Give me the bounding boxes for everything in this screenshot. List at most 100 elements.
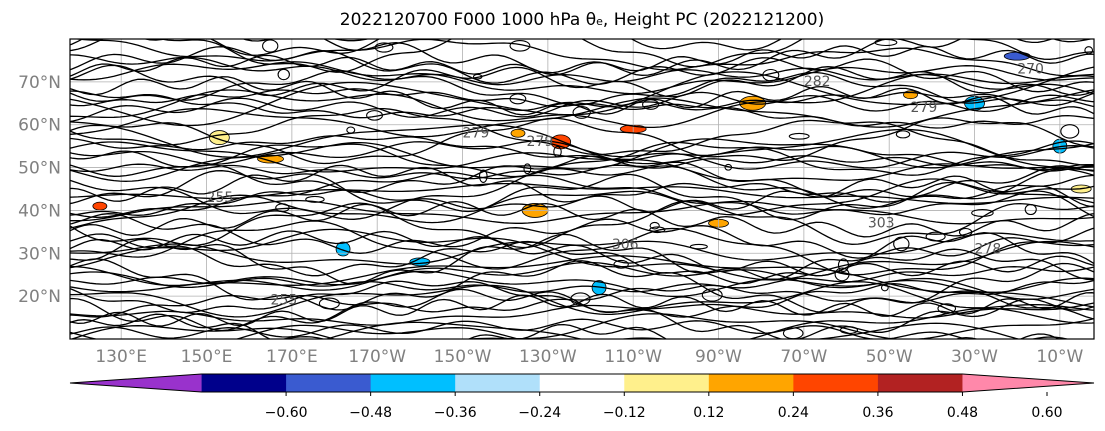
closed-contour bbox=[374, 42, 394, 53]
colorbar-segment bbox=[370, 374, 456, 392]
height-contour bbox=[70, 174, 1094, 216]
closed-contour bbox=[509, 93, 527, 105]
closed-contour bbox=[834, 267, 850, 282]
closed-contour bbox=[472, 73, 483, 80]
closed-contour bbox=[262, 39, 279, 53]
closed-contour bbox=[553, 146, 562, 158]
longitude-tick-label: 170°W bbox=[348, 347, 406, 367]
height-contour bbox=[70, 288, 1094, 339]
height-contour bbox=[70, 230, 1094, 277]
colorbar-tick-label: 0.48 bbox=[947, 405, 978, 421]
height-contour bbox=[70, 182, 1094, 205]
closed-contour bbox=[275, 203, 290, 213]
closed-contour bbox=[642, 99, 660, 110]
height-contour bbox=[70, 141, 1094, 182]
map-title: 2022120700 F000 1000 hPa θe, Height PC (… bbox=[70, 10, 1094, 30]
longitude-tick-label: 150°E bbox=[181, 347, 233, 367]
closed-contour bbox=[971, 208, 994, 217]
height-contour bbox=[70, 150, 1094, 198]
colorbar-segment bbox=[201, 374, 287, 392]
colorbar-tick-label: 0.12 bbox=[693, 405, 724, 421]
latitude-tick-label: 70°N bbox=[18, 73, 61, 93]
height-contour bbox=[70, 178, 1094, 229]
height-contour bbox=[209, 39, 1094, 56]
closed-contour bbox=[305, 195, 325, 203]
longitude-tick-label: 50°W bbox=[866, 347, 913, 367]
height-contour bbox=[70, 233, 1094, 285]
contour-value-label: 306 bbox=[612, 237, 639, 253]
height-contour bbox=[70, 138, 1094, 182]
contour-label-layer: 255 279 282 279 270 303 306 278 255 279 bbox=[207, 61, 1044, 308]
latitude-labels: 70°N 60°N 50°N 40°N 30°N 20°N bbox=[18, 73, 61, 307]
height-contour bbox=[70, 171, 1094, 218]
closed-contour bbox=[1084, 46, 1094, 55]
contour-value-label: 279 bbox=[911, 100, 938, 116]
height-contour bbox=[70, 266, 1094, 293]
map-frame bbox=[69, 38, 1095, 340]
latitude-tick-label: 60°N bbox=[18, 116, 61, 136]
shading-patch bbox=[335, 241, 351, 257]
height-contour bbox=[70, 140, 1094, 178]
longitude-tick-label: 150°W bbox=[434, 347, 492, 367]
height-contour bbox=[70, 117, 1094, 165]
colorbar: −0.60 −0.48 −0.36 −0.24 −0.12 0.12 0.24 0.36 0.4… bbox=[69, 373, 1095, 421]
colorbar-segment bbox=[455, 374, 541, 392]
closed-contour bbox=[724, 163, 733, 171]
closed-contour bbox=[762, 68, 780, 82]
latitude-tick-label: 20°N bbox=[18, 287, 61, 307]
closed-contour bbox=[1060, 124, 1080, 139]
closed-contour bbox=[701, 288, 723, 302]
contour-value-label: 279 bbox=[463, 126, 490, 142]
closed-contour bbox=[649, 221, 660, 230]
height-contour bbox=[70, 135, 1094, 172]
closed-contour bbox=[689, 243, 708, 250]
height-contour bbox=[70, 220, 1094, 276]
height-contour bbox=[73, 39, 1094, 77]
closed-contour bbox=[318, 297, 340, 310]
contour-value-label: 255 bbox=[271, 293, 298, 309]
closed-contour bbox=[366, 110, 383, 121]
contour-value-label: 255 bbox=[207, 190, 234, 206]
shading-patch bbox=[92, 201, 108, 211]
height-contour bbox=[70, 45, 1094, 77]
contour-value-label: 282 bbox=[804, 74, 831, 90]
colorbar-segment bbox=[877, 374, 963, 392]
closed-contour bbox=[925, 231, 946, 242]
longitude-tick-label: 130°W bbox=[519, 347, 577, 367]
height-contour bbox=[234, 307, 1094, 339]
height-contour bbox=[70, 321, 1021, 339]
closed-contour bbox=[613, 259, 629, 269]
closed-contour bbox=[788, 132, 810, 140]
height-contour bbox=[70, 232, 1094, 285]
shading-patch bbox=[510, 128, 526, 138]
colorbar-tick-label: 0.36 bbox=[862, 405, 893, 421]
title-rest: , Height PC (2022121200) bbox=[602, 10, 825, 30]
closed-contour bbox=[893, 236, 910, 252]
contour-value-label: 303 bbox=[868, 216, 895, 232]
closed-contour bbox=[895, 130, 911, 139]
colorbar-segment bbox=[624, 374, 710, 392]
height-contour bbox=[70, 66, 1094, 127]
longitude-tick-label: 70°W bbox=[780, 347, 827, 367]
colorbar-tick-label: −0.60 bbox=[265, 405, 308, 421]
closed-contour bbox=[346, 126, 356, 134]
contour-value-label: 270 bbox=[1017, 61, 1044, 77]
colorbar-tick-label: −0.24 bbox=[518, 405, 561, 421]
height-contour bbox=[332, 39, 370, 42]
colorbar-max-extension bbox=[962, 374, 1094, 392]
latitude-tick-label: 30°N bbox=[18, 244, 61, 264]
longitude-tick-label: 130°E bbox=[95, 347, 147, 367]
height-contour bbox=[70, 39, 1094, 73]
map-plot-area: 255 279 282 279 270 303 306 278 255 279 bbox=[70, 39, 1094, 339]
contour-value-label: 279 bbox=[527, 134, 554, 150]
longitude-labels: 130°E 150°E 170°E 170°W 150°W 130°W 110°W 90°W 7… bbox=[95, 347, 1083, 367]
height-contour bbox=[70, 199, 1094, 225]
height-contour bbox=[70, 107, 1094, 167]
height-contour bbox=[70, 200, 1094, 238]
shading-patch bbox=[208, 130, 230, 145]
colorbar-segment bbox=[286, 374, 372, 392]
height-contour bbox=[70, 88, 1094, 111]
longitude-tick-label: 170°E bbox=[266, 347, 318, 367]
height-contour bbox=[70, 213, 1094, 259]
